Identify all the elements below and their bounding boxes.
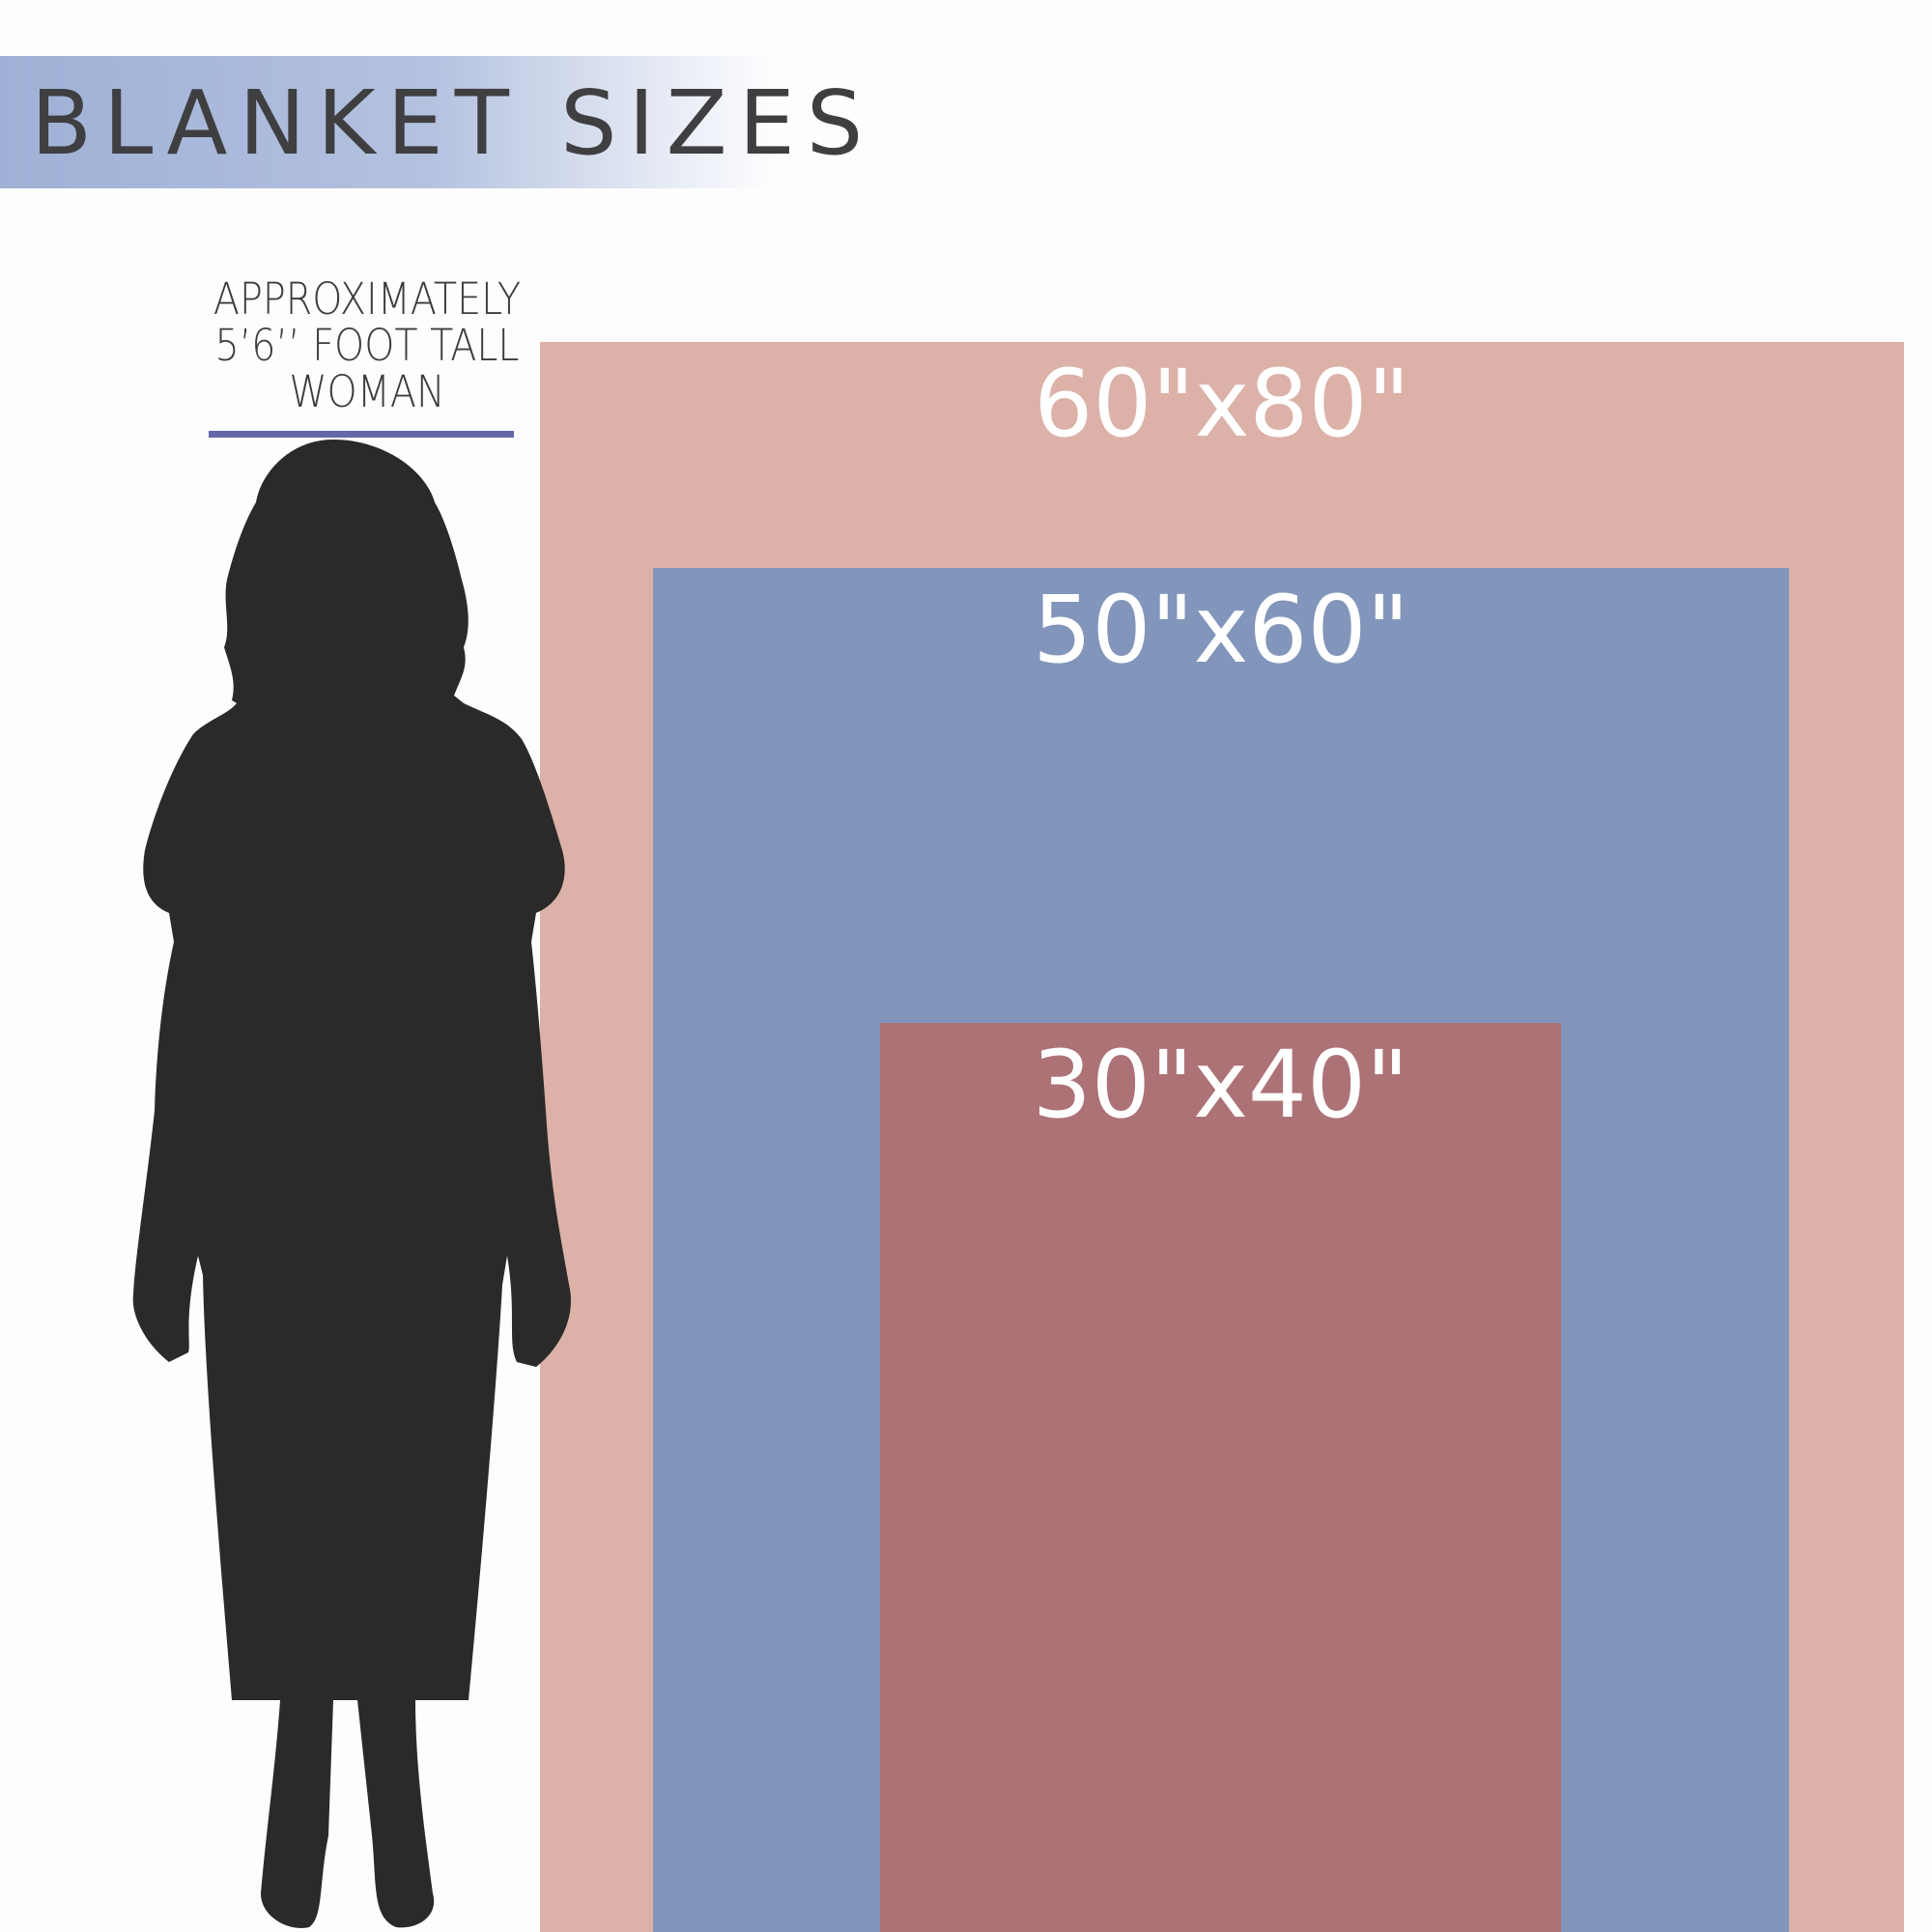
size-label: 30"x40" (1032, 1031, 1409, 1139)
title-banner (0, 56, 782, 188)
caption-line: APPROXIMATELY (213, 273, 522, 325)
height-marker-line (209, 431, 514, 438)
size-label: 50"x60" (1033, 576, 1409, 684)
reference-caption: APPROXIMATELY 5’6’’ FOOT TALL WOMAN (188, 276, 546, 415)
page-title: BLANKET SIZES (31, 71, 875, 175)
woman-silhouette-icon (132, 440, 571, 1928)
size-label: 60"x80" (1034, 350, 1410, 458)
caption-line: 5’6’’ FOOT TALL (214, 320, 520, 371)
caption-line: WOMAN (289, 366, 445, 417)
blanket-size-small: 30"x40" (880, 1023, 1561, 1932)
